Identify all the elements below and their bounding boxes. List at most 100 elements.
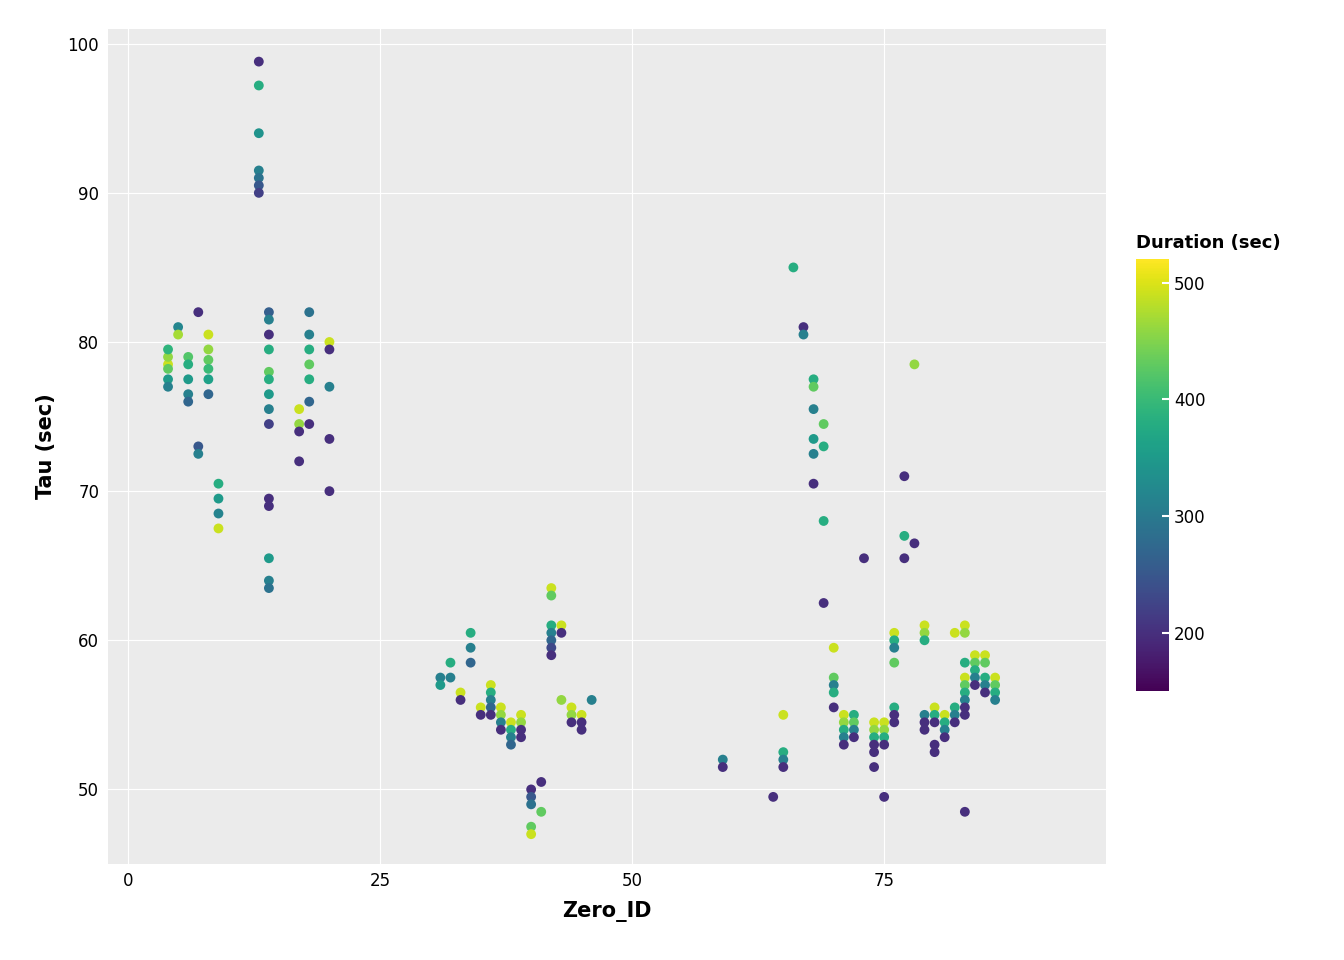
Point [974,670,996,685]
Point [903,536,925,551]
Point [874,722,895,737]
Point [198,361,219,376]
Point [813,439,835,454]
Point [208,476,230,492]
Point [954,617,976,633]
Point [712,759,734,775]
Point [430,670,452,685]
Point [168,326,190,342]
Point [802,379,824,395]
Point [208,520,230,536]
Point [289,417,310,432]
Point [470,700,492,715]
Point [793,320,814,335]
Point [923,744,945,759]
Text: Duration (sec): Duration (sec) [1136,234,1281,252]
Point [581,692,602,708]
Point [258,387,280,402]
Point [943,708,965,723]
Point [289,454,310,469]
Point [511,730,532,745]
Point [198,387,219,402]
Point [258,401,280,417]
Point [883,708,905,723]
Point [894,551,915,566]
Point [500,730,521,745]
Point [894,528,915,543]
Point [802,431,824,446]
Point [540,640,562,656]
Point [964,678,985,693]
Point [298,304,320,320]
Point [439,655,461,670]
Point [258,573,280,588]
Point [450,692,472,708]
Point [934,730,956,745]
Point [177,394,199,409]
Point [540,647,562,662]
Point [531,775,552,790]
Point [500,714,521,730]
Point [934,708,956,723]
Point [491,714,512,730]
Point [258,304,280,320]
Point [923,737,945,753]
Point [823,684,844,700]
Point [903,357,925,372]
Point [249,78,270,93]
Point [833,730,855,745]
Point [520,797,542,812]
Point [883,625,905,640]
Point [460,655,481,670]
Point [954,692,976,708]
Point [540,633,562,648]
Point [460,625,481,640]
Point [943,714,965,730]
Point [258,312,280,327]
Point [480,684,501,700]
Point [560,714,582,730]
Point [520,827,542,842]
Point [943,625,965,640]
Point [773,759,794,775]
Point [833,722,855,737]
Point [802,476,824,492]
Point [843,722,864,737]
Point [480,692,501,708]
Point [863,737,884,753]
Point [833,714,855,730]
Point [793,326,814,342]
Point [964,647,985,662]
Point [773,708,794,723]
Point [319,484,340,499]
Point [249,54,270,69]
Point [198,342,219,357]
Point [782,260,804,276]
Point [954,625,976,640]
Point [914,625,935,640]
Point [813,514,835,529]
Point [258,498,280,514]
Point [813,595,835,611]
Point [974,678,996,693]
Point [974,647,996,662]
Point [258,491,280,506]
Point [249,163,270,179]
Point [762,789,784,804]
Point [249,178,270,193]
Point [560,700,582,715]
Point [802,446,824,462]
Point [984,692,1005,708]
Point [177,372,199,387]
Point [177,349,199,365]
Point [874,714,895,730]
Point [823,640,844,656]
Point [298,326,320,342]
Point [198,372,219,387]
Point [258,417,280,432]
Point [954,678,976,693]
Point [964,655,985,670]
Point [914,722,935,737]
Point [249,170,270,185]
Point [964,662,985,678]
